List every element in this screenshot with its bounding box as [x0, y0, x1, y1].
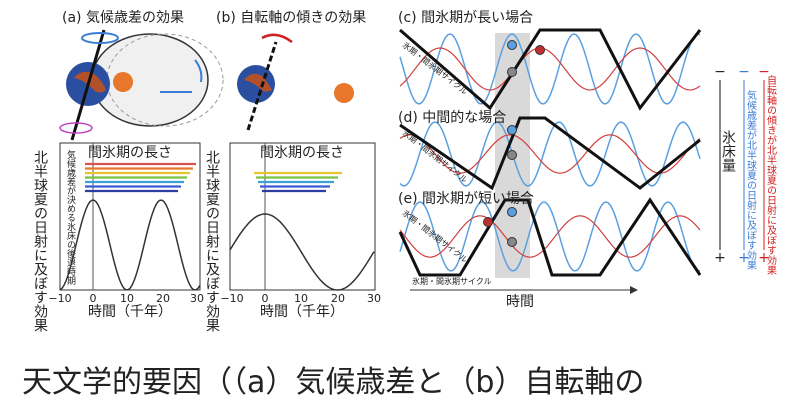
earth-land	[244, 73, 272, 92]
ice-line	[399, 28, 702, 111]
panel-title: (c) 間氷期が長い場合	[398, 10, 533, 26]
blue-curve	[399, 33, 701, 105]
x-label: 時間（千年）	[260, 304, 344, 320]
axis	[246, 41, 278, 131]
panel-title: (a) 気候歳差の効果	[62, 10, 184, 26]
blue-label: 気候歳差が北半球夏の日射に及ぼす効果	[745, 89, 757, 271]
plot-frame	[59, 142, 201, 291]
y-label: 北半球夏の日射に及ぼす効果	[32, 150, 48, 332]
x-tick-label: 30	[367, 292, 381, 305]
x-tick-label: 30	[190, 292, 204, 305]
marker	[507, 207, 517, 217]
marker	[507, 40, 517, 50]
x-label: 時間（千年）	[88, 304, 172, 320]
arrow	[194, 59, 203, 83]
time-label: 時間	[506, 294, 534, 310]
sun	[113, 72, 133, 92]
x-tick-label: 20	[331, 292, 345, 305]
x-tick-label: −10	[220, 292, 243, 305]
ice-line	[399, 116, 701, 191]
x-tick-label: −10	[48, 292, 71, 305]
sign: +	[758, 250, 770, 266]
marker	[507, 237, 517, 247]
plot-title: 間氷期の長さ	[88, 145, 172, 161]
precession-ring	[59, 122, 93, 134]
plot-frame	[229, 142, 376, 291]
arrow-head	[630, 286, 638, 294]
red-curve	[399, 47, 701, 91]
x-tick-label: 0	[262, 292, 269, 305]
red-label: 自転軸の傾きが北半球夏の日射に及ぼす効果	[765, 74, 777, 276]
cycle-label: 氷期・間氷期サイクル	[412, 276, 492, 286]
marker	[483, 217, 493, 227]
x-tick-label: 0	[90, 292, 97, 305]
sun	[334, 83, 354, 103]
panel-title: (b) 自転軸の傾きの効果	[216, 10, 366, 26]
panel-title: (e) 間氷期が短い場合	[398, 191, 534, 207]
marker	[507, 67, 517, 77]
red-curve	[399, 134, 701, 174]
marker	[507, 125, 517, 135]
sign: −	[714, 64, 726, 80]
precession-arrow	[81, 32, 119, 44]
marker	[507, 150, 517, 160]
x-tick-label: 10	[120, 292, 134, 305]
red-curve	[399, 215, 701, 258]
sign: +	[738, 250, 750, 266]
y-label: 北半球夏の日射に及ぼす効果	[204, 150, 220, 332]
cycle-label: 氷期・間氷期サイクル	[401, 128, 470, 185]
sign: −	[738, 64, 750, 80]
blue-curve	[399, 201, 700, 272]
caption: 天文学的要因（（a）気候歳差と（b）自転軸の	[22, 365, 644, 400]
sign: −	[758, 64, 770, 80]
curve	[229, 213, 375, 291]
x-tick-label: 20	[156, 292, 170, 305]
axis	[70, 29, 106, 141]
plot-title: 間氷期の長さ	[260, 145, 344, 161]
note: 気候歳差が決める氷床の後退時期	[65, 149, 76, 286]
ice-line	[398, 197, 702, 277]
marker	[535, 45, 545, 55]
sign: +	[714, 250, 726, 266]
curve	[59, 199, 201, 291]
blue-curve	[399, 121, 701, 187]
ice-label: 氷床量	[720, 130, 736, 172]
panel-title: (d) 中間的な場合	[398, 110, 506, 126]
tilt-arrow	[261, 33, 293, 44]
x-tick-label: 10	[294, 292, 308, 305]
